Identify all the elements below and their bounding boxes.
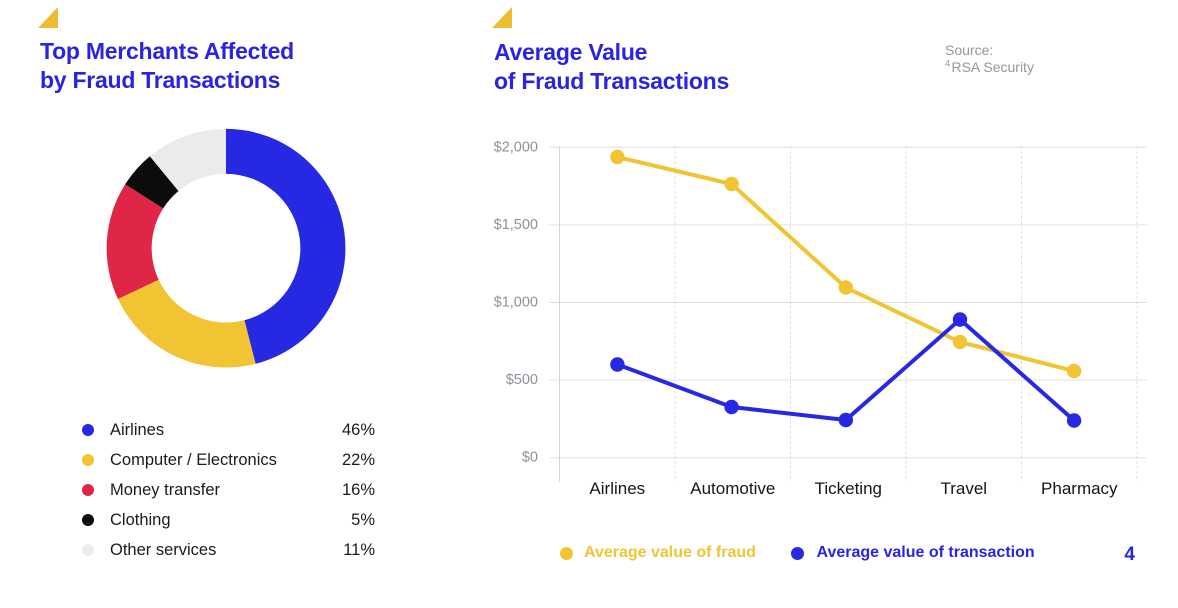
svg-text:Pharmacy: Pharmacy: [1041, 479, 1118, 498]
svg-text:$1,500: $1,500: [494, 217, 538, 233]
svg-text:$0: $0: [522, 450, 538, 466]
svg-text:Automotive: Automotive: [690, 479, 775, 498]
svg-text:Airlines: Airlines: [589, 479, 645, 498]
svg-text:Travel: Travel: [940, 479, 987, 498]
svg-text:$500: $500: [506, 372, 538, 388]
svg-text:$1,000: $1,000: [494, 295, 538, 311]
svg-text:Ticketing: Ticketing: [815, 479, 882, 498]
svg-text:$2,000: $2,000: [494, 139, 538, 155]
